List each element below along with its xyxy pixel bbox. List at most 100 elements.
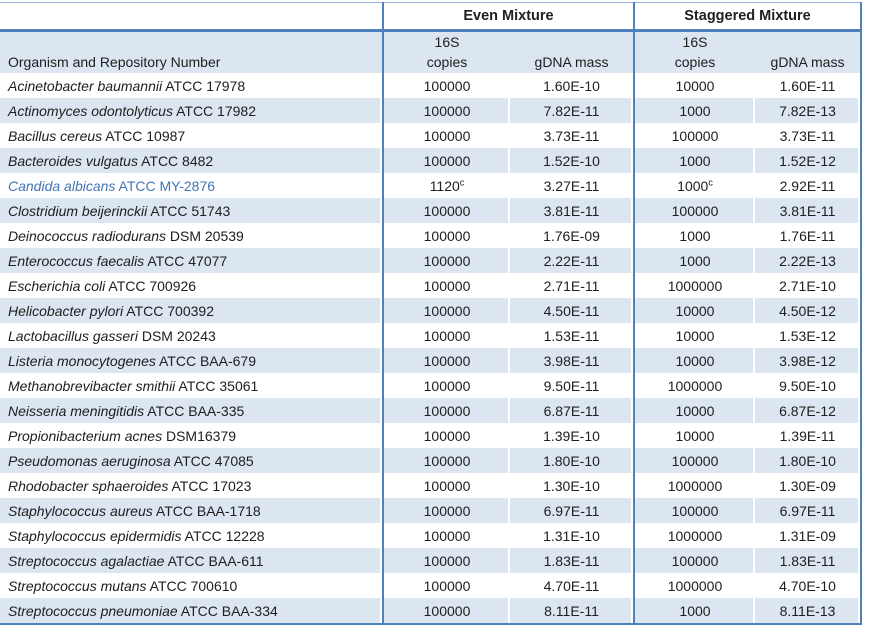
staggered-gdna-mass-cell: 6.87E-12 [755,398,862,423]
cell-value: 100000 [423,502,471,519]
repository-number: ATCC 17978 [165,77,246,94]
cell-value: 3.81E-11 [779,202,836,219]
organism-cell: Clostridium beijerinckii ATCC 51743 [0,198,383,223]
cell-value: 1000000 [667,277,723,294]
staggered-16s-label: 16S [633,30,755,51]
cell-value: 1000 [679,152,711,169]
staggered-gdna-mass-cell: 1.39E-11 [755,423,862,448]
organism-name: Rhodobacter sphaeroides [8,477,169,494]
even-gdna-mass-cell: 1.60E-10 [510,73,634,98]
cell-value: 100000 [423,202,471,219]
cell-value: 100000 [671,202,719,219]
organism-cell: Acinetobacter baumannii ATCC 17978 [0,73,383,98]
cell-value: 1.30E-10 [543,477,600,494]
even-16s-copies-cell: 100000 [382,598,510,624]
cell-value: 4.50E-12 [779,302,836,319]
staggered-gdna-mass-cell: 2.92E-11 [755,173,862,198]
organism-name: Streptococcus mutans [8,577,147,594]
table-row: Pseudomonas aeruginosa ATCC 47085 100000 1… [0,448,862,473]
even-gdna-mass-cell: 2.22E-11 [510,248,634,273]
cell-value: 100000 [423,252,471,269]
cell-value: 3.98E-11 [543,352,600,369]
organism-cell: Propionibacterium acnes DSM16379 [0,423,383,448]
organism-cell: Bacteroides vulgatus ATCC 8482 [0,148,383,173]
staggered-gdna-mass-cell: 6.97E-11 [755,498,862,523]
organism-cell: Listeria monocytogenes ATCC BAA-679 [0,348,383,373]
cell-value: 1.80E-10 [779,452,836,469]
cell-value: 6.97E-11 [779,502,836,519]
staggered-16s-copies-cell: 100000 [633,123,755,148]
organism-name: Listeria monocytogenes [8,352,156,369]
staggered-gdna-mass-cell: 4.70E-10 [755,573,862,598]
cell-value: 100000 [423,452,471,469]
even-gdna-mass-cell: 1.83E-11 [510,548,634,573]
table-row: Clostridium beijerinckii ATCC 51743 10000… [0,198,862,223]
even-16s-copies-cell: 100000 [382,498,510,523]
organism-cell: Enterococcus faecalis ATCC 47077 [0,248,383,273]
subheader-row-16s: 16S 16S [0,30,862,51]
cell-value: 4.50E-11 [543,302,600,319]
cell-value: 1000000 [667,477,723,494]
cell-value: 6.87E-12 [779,402,836,419]
mock-community-table: Even Mixture Staggered Mixture 16S 16S O… [0,2,862,625]
even-gdna-mass-cell: 2.71E-11 [510,273,634,298]
organism-cell: Deinococcus radiodurans DSM 20539 [0,223,383,248]
cell-value: 1.31E-09 [779,527,836,544]
even-16s-copies-cell: 100000 [382,223,510,248]
staggered-gdna-mass-cell: 1.31E-09 [755,523,862,548]
staggered-16s-copies-cell: 1000c [633,173,755,198]
even-16s-copies-cell: 100000 [382,373,510,398]
organism-name: Bacteroides vulgatus [8,152,138,169]
cell-value: 3.98E-12 [779,352,836,369]
organism-cell: Lactobacillus gasseri DSM 20243 [0,323,383,348]
staggered-gdna-mass-cell: 1.53E-12 [755,323,862,348]
cell-value: 1000 [677,177,709,194]
organism-name: Lactobacillus gasseri [8,327,138,344]
repository-number: ATCC 8482 [141,152,214,169]
cell-value: 100000 [671,452,719,469]
staggered-gdna-mass-cell: 8.11E-13 [755,598,862,624]
even-16s-copies-cell: 100000 [382,398,510,423]
even-16s-copies-cell: 100000 [382,473,510,498]
cell-value: 2.71E-11 [543,277,600,294]
cell-value: 1000 [679,602,711,619]
repository-number: ATCC BAA-335 [147,402,245,419]
organism-cell: Staphylococcus epidermidis ATCC 12228 [0,523,383,548]
cell-value: 10000 [675,427,715,444]
table-row: Escherichia coli ATCC 700926 100000 2.71E-… [0,273,862,298]
table-row: Lactobacillus gasseri DSM 20243 100000 1.5… [0,323,862,348]
organism-name: Clostridium beijerinckii [8,202,148,219]
even-16s-copies-cell: 100000 [382,273,510,298]
even-gdna-mass-cell: 1.76E-09 [510,223,634,248]
even-16s-copies-cell: 100000 [382,348,510,373]
cell-value: 3.81E-11 [543,202,600,219]
staggered-gdna-mass-cell: 1.60E-11 [755,73,862,98]
even-16s-copies-cell: 100000 [382,198,510,223]
organism-name: Bacillus cereus [8,127,103,144]
repository-number: ATCC BAA-334 [180,602,278,619]
cell-value: 100000 [423,552,471,569]
even-16s-copies-cell: 100000 [382,248,510,273]
staggered-16s-copies-cell: 1000000 [633,573,755,598]
cell-value: 100000 [423,402,471,419]
staggered-gdna-mass-cell: 7.82E-13 [755,98,862,123]
staggered-gdna-mass-cell: 3.98E-12 [755,348,862,373]
organism-name: Streptococcus pneumoniae [8,602,178,619]
table-row: Listeria monocytogenes ATCC BAA-679 10000… [0,348,862,373]
table-row: Acinetobacter baumannii ATCC 17978 100000… [0,73,862,98]
even-16s-copies-cell: 100000 [382,323,510,348]
even-gdna-mass-cell: 8.11E-11 [510,598,634,624]
even-gdna-mass-cell: 1.53E-11 [510,323,634,348]
staggered-gdna-mass-cell: 4.50E-12 [755,298,862,323]
organism-cell: Actinomyces odontolyticus ATCC 17982 [0,98,383,123]
cell-value: 100000 [423,427,471,444]
even-gdna-mass-cell: 4.50E-11 [510,298,634,323]
staggered-16s-copies-cell: 1000 [633,598,755,624]
table-row: Streptococcus agalactiae ATCC BAA-611 100… [0,548,862,573]
organism-cell: Candida albicans ATCC MY-2876 [0,173,383,198]
repository-number: ATCC 700392 [126,302,214,319]
organism-name: Enterococcus faecalis [8,252,145,269]
staggered-16s-copies-cell: 10000 [633,298,755,323]
repository-number: ATCC BAA-611 [167,552,264,569]
